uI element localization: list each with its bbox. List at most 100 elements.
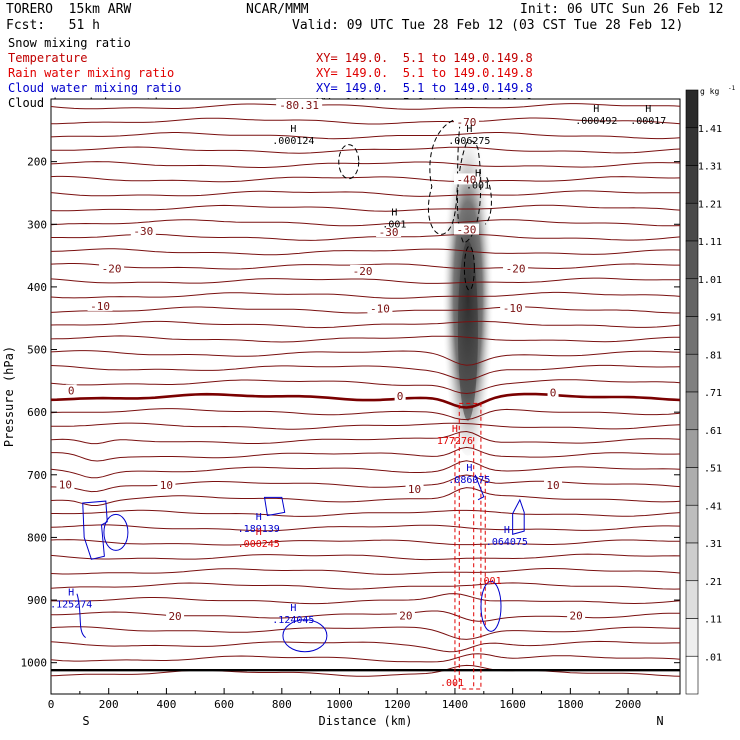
colorbar-swatch — [685, 429, 699, 468]
isotherm-label-bg — [166, 609, 185, 621]
isotherm — [51, 146, 681, 154]
isotherm-label: -20 — [353, 265, 373, 278]
y-tick-label: 700 — [27, 469, 47, 482]
max-marker: H — [466, 463, 472, 474]
isotherm-label-bg — [394, 390, 406, 402]
isotherm-label-bg — [453, 115, 479, 127]
y-tick-label: 900 — [27, 594, 47, 607]
isotherm — [50, 219, 681, 227]
isotherm-label: 10 — [160, 479, 173, 492]
colorbar-tick-label: 1.41 — [698, 124, 722, 135]
cloud-water-mid-2 — [282, 619, 328, 653]
max-value-label: 177276 — [437, 436, 473, 447]
x-tick-label: 600 — [214, 698, 234, 711]
cloud-water-center — [474, 474, 485, 501]
max-value-label: .001 — [478, 576, 502, 587]
colorbar-swatch — [685, 89, 699, 129]
isotherm — [50, 474, 681, 493]
isotherm — [50, 248, 681, 256]
colorbar-tick-label: 1.01 — [698, 275, 722, 286]
colorbar-tick-label: .01 — [704, 652, 722, 663]
cloud-ice-small — [338, 144, 360, 180]
field-name: Cloud water mixing ratio — [8, 81, 182, 95]
colorbar-swatch — [685, 353, 699, 393]
zero-isotherm — [50, 392, 681, 409]
isotherm-label-bg — [350, 264, 376, 276]
y-tick-label: 600 — [27, 406, 47, 419]
isotherm-label-bg — [547, 386, 559, 398]
isotherm — [50, 263, 680, 270]
isotherm-label-bg — [503, 262, 529, 274]
init-time: Init: 06 UTC Sun 26 Feb 12 — [520, 2, 724, 17]
isotherm — [51, 422, 681, 430]
x-tick-label: 1400 — [442, 698, 469, 711]
isotherm — [50, 626, 681, 640]
cloud-water-left-3 — [76, 593, 86, 639]
isotherm — [50, 408, 681, 421]
y-tick-label: 200 — [27, 156, 47, 169]
cloud-water-left — [82, 500, 108, 560]
isotherm — [51, 509, 681, 517]
isotherm — [50, 553, 681, 561]
isotherm — [50, 277, 680, 284]
colorbar-swatch — [685, 316, 699, 355]
max-value-label: .000245 — [238, 539, 280, 550]
x-tick-label: 200 — [99, 698, 119, 711]
isotherm-label-bg — [56, 478, 75, 490]
isotherm — [50, 568, 681, 575]
temperature-contours — [50, 103, 681, 677]
max-value-label: .189139 — [238, 524, 280, 535]
isotherm-label: 10 — [408, 483, 421, 496]
cloud-ice-inner — [456, 140, 482, 244]
isotherm — [50, 582, 681, 590]
field-name: Rain water mixing ratio — [8, 66, 175, 80]
isotherm-label: 0 — [397, 390, 404, 403]
rain-contours — [454, 402, 486, 690]
isotherm — [50, 103, 681, 110]
isotherm-label-bg — [376, 226, 402, 238]
isotherm-label-bg — [453, 223, 479, 235]
isotherm-label: 20 — [168, 610, 181, 623]
colorbar-tick-label: .71 — [704, 388, 722, 399]
colorbar-swatch — [685, 504, 699, 544]
colorbar-swatch — [685, 165, 699, 204]
max-marker: H — [256, 512, 262, 523]
isotherm — [50, 539, 680, 546]
isotherm — [50, 653, 681, 663]
isotherm-label-bg — [276, 98, 323, 110]
isotherm-label-bg — [453, 173, 479, 185]
x-tick-label: 0 — [48, 698, 55, 711]
isotherm — [50, 190, 681, 197]
field-xy: XY= 149.0. 5.1 to 149.0.149.8 — [316, 51, 533, 65]
isotherm-label-bg — [130, 224, 156, 236]
max-marker: H — [645, 104, 651, 115]
isotherm-label: -10 — [370, 302, 390, 315]
max-marker: H — [452, 424, 458, 435]
isotherm-label: -80.31 — [279, 99, 319, 112]
colorbar-unit-exponent: -1 — [728, 85, 736, 92]
y-tick-label: 400 — [27, 281, 47, 294]
max-value-label: .000492 — [575, 116, 617, 127]
colorbar-tick-label: .61 — [704, 426, 722, 437]
isotherm — [50, 379, 681, 395]
model-title: TORERO 15km ARW — [6, 2, 132, 17]
isotherm — [50, 204, 681, 212]
colorbar-tick-label: 1.21 — [698, 199, 722, 210]
colorbar-swatch — [685, 391, 699, 431]
colorbar-swatch — [685, 467, 699, 506]
isotherm — [50, 335, 681, 343]
x-tick-label: 1200 — [384, 698, 411, 711]
colorbar-tick-label: .91 — [704, 313, 722, 324]
n-end-label: N — [656, 714, 663, 728]
colorbar-tick-label: 1.11 — [698, 237, 722, 248]
cloud-water-left-2 — [103, 513, 129, 551]
isotherm — [50, 175, 681, 183]
isotherm-label-bg — [544, 479, 563, 491]
isotherm — [50, 291, 681, 299]
field-name: Snow mixing ratio — [8, 36, 131, 50]
max-value-label: .000124 — [272, 136, 314, 147]
valid-time: Valid: 09 UTC Tue 28 Feb 12 (03 CST Tue … — [292, 18, 684, 33]
max-marker: H — [290, 603, 296, 614]
isotherm — [50, 487, 681, 506]
